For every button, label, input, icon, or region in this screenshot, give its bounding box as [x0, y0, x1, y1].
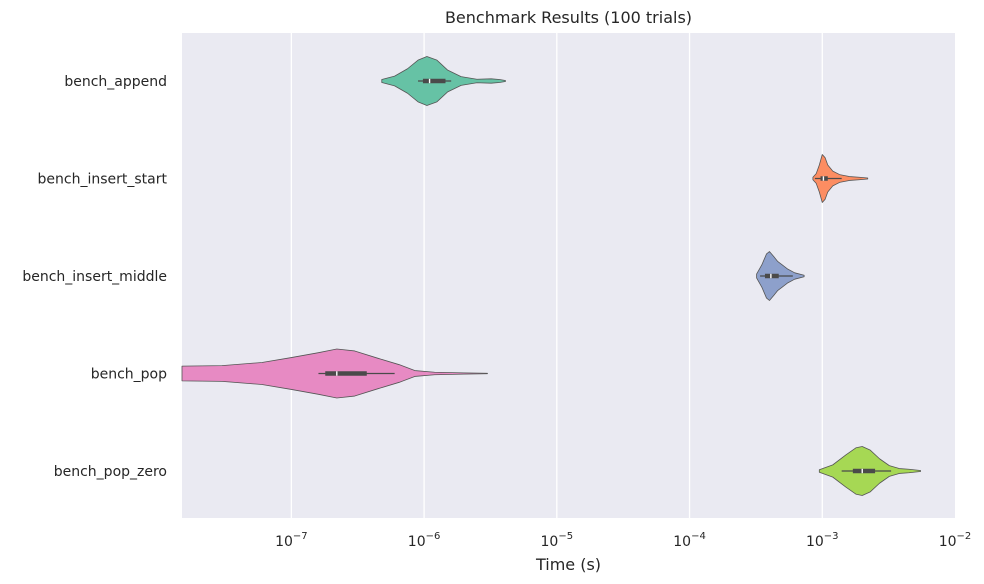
- grid-lines: [290, 33, 823, 518]
- x-tick-labels: 10−7 10−6 10−5 10−4 10−3 10−2: [275, 531, 971, 550]
- x-tick-label: 10−5: [541, 531, 574, 550]
- x-tick-label: 10−7: [275, 531, 308, 550]
- category-label: bench_append: [64, 74, 167, 90]
- x-axis-title: Time (s): [535, 555, 601, 574]
- category-labels: bench_append bench_insert_start bench_inse…: [22, 74, 167, 480]
- category-label: bench_insert_start: [38, 172, 168, 188]
- category-label: bench_insert_middle: [22, 269, 167, 285]
- chart-title: Benchmark Results (100 trials): [445, 8, 692, 27]
- category-label: bench_pop: [91, 367, 167, 383]
- x-tick-label: 10−6: [408, 531, 441, 550]
- x-tick-label: 10−2: [939, 531, 972, 550]
- violins: [181, 56, 921, 496]
- plot-area: [182, 33, 955, 518]
- x-tick-label: 10−4: [673, 531, 706, 550]
- category-label: bench_pop_zero: [54, 464, 167, 480]
- x-tick-label: 10−3: [806, 531, 839, 550]
